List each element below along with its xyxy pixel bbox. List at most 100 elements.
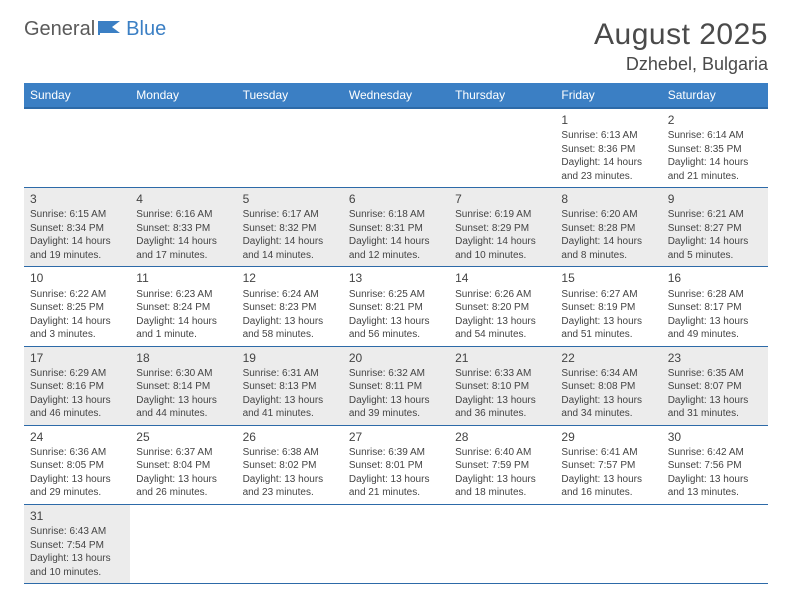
day-detail-line: and 21 minutes.	[668, 170, 762, 184]
weekday-header: Wednesday	[343, 83, 449, 108]
calendar-day-cell	[237, 504, 343, 583]
calendar-day-cell: 1Sunrise: 6:13 AMSunset: 8:36 PMDaylight…	[555, 108, 661, 188]
day-detail-line: Daylight: 13 hours	[136, 394, 230, 408]
calendar-day-cell: 6Sunrise: 6:18 AMSunset: 8:31 PMDaylight…	[343, 188, 449, 267]
calendar-day-cell: 22Sunrise: 6:34 AMSunset: 8:08 PMDayligh…	[555, 346, 661, 425]
day-detail-line: Sunset: 8:29 PM	[455, 222, 549, 236]
day-detail-line: and 51 minutes.	[561, 328, 655, 342]
calendar-day-cell: 18Sunrise: 6:30 AMSunset: 8:14 PMDayligh…	[130, 346, 236, 425]
calendar-day-cell: 17Sunrise: 6:29 AMSunset: 8:16 PMDayligh…	[24, 346, 130, 425]
day-detail-line: and 56 minutes.	[349, 328, 443, 342]
day-detail-line: Sunrise: 6:24 AM	[243, 288, 337, 302]
title-block: August 2025 Dzhebel, Bulgaria	[594, 18, 768, 75]
calendar-week-row: 1Sunrise: 6:13 AMSunset: 8:36 PMDaylight…	[24, 108, 768, 188]
location: Dzhebel, Bulgaria	[594, 54, 768, 75]
day-detail-line: Sunset: 8:14 PM	[136, 380, 230, 394]
day-number: 22	[561, 350, 655, 366]
day-detail-line: Daylight: 13 hours	[455, 473, 549, 487]
day-detail-line: Sunset: 7:57 PM	[561, 459, 655, 473]
day-detail-line: Sunset: 8:19 PM	[561, 301, 655, 315]
day-detail-line: Sunset: 8:13 PM	[243, 380, 337, 394]
day-number: 3	[30, 191, 124, 207]
day-detail-line: Sunrise: 6:32 AM	[349, 367, 443, 381]
day-detail-line: Sunrise: 6:22 AM	[30, 288, 124, 302]
day-detail-line: Sunset: 8:23 PM	[243, 301, 337, 315]
calendar-day-cell: 31Sunrise: 6:43 AMSunset: 7:54 PMDayligh…	[24, 504, 130, 583]
calendar-day-cell: 19Sunrise: 6:31 AMSunset: 8:13 PMDayligh…	[237, 346, 343, 425]
day-number: 20	[349, 350, 443, 366]
calendar-day-cell	[237, 108, 343, 188]
day-number: 2	[668, 112, 762, 128]
calendar-day-cell	[24, 108, 130, 188]
day-detail-line: Daylight: 14 hours	[668, 235, 762, 249]
day-number: 26	[243, 429, 337, 445]
weekday-header: Friday	[555, 83, 661, 108]
day-detail-line: Sunrise: 6:23 AM	[136, 288, 230, 302]
day-detail-line: Sunrise: 6:35 AM	[668, 367, 762, 381]
day-detail-line: Sunset: 8:16 PM	[30, 380, 124, 394]
calendar-day-cell: 8Sunrise: 6:20 AMSunset: 8:28 PMDaylight…	[555, 188, 661, 267]
calendar-week-row: 24Sunrise: 6:36 AMSunset: 8:05 PMDayligh…	[24, 425, 768, 504]
day-detail-line: Daylight: 14 hours	[561, 156, 655, 170]
day-detail-line: Sunrise: 6:21 AM	[668, 208, 762, 222]
day-detail-line: and 8 minutes.	[561, 249, 655, 263]
calendar-day-cell	[343, 108, 449, 188]
day-detail-line: Daylight: 14 hours	[455, 235, 549, 249]
day-number: 28	[455, 429, 549, 445]
day-number: 25	[136, 429, 230, 445]
day-number: 15	[561, 270, 655, 286]
day-detail-line: Sunset: 8:34 PM	[30, 222, 124, 236]
day-number: 12	[243, 270, 337, 286]
day-number: 16	[668, 270, 762, 286]
day-detail-line: and 5 minutes.	[668, 249, 762, 263]
day-detail-line: and 18 minutes.	[455, 486, 549, 500]
day-detail-line: Sunset: 8:02 PM	[243, 459, 337, 473]
calendar-day-cell	[130, 504, 236, 583]
day-detail-line: Daylight: 13 hours	[136, 473, 230, 487]
day-detail-line: Sunset: 8:04 PM	[136, 459, 230, 473]
day-detail-line: and 16 minutes.	[561, 486, 655, 500]
day-number: 17	[30, 350, 124, 366]
calendar-day-cell: 24Sunrise: 6:36 AMSunset: 8:05 PMDayligh…	[24, 425, 130, 504]
flag-icon	[98, 18, 124, 41]
day-detail-line: and 26 minutes.	[136, 486, 230, 500]
day-detail-line: and 58 minutes.	[243, 328, 337, 342]
calendar-day-cell: 28Sunrise: 6:40 AMSunset: 7:59 PMDayligh…	[449, 425, 555, 504]
day-detail-line: Daylight: 14 hours	[668, 156, 762, 170]
weekday-header: Saturday	[662, 83, 768, 108]
day-detail-line: and 23 minutes.	[243, 486, 337, 500]
weekday-header: Thursday	[449, 83, 555, 108]
day-number: 29	[561, 429, 655, 445]
logo-text-blue: Blue	[126, 18, 166, 41]
day-number: 7	[455, 191, 549, 207]
day-number: 4	[136, 191, 230, 207]
day-detail-line: Daylight: 13 hours	[455, 315, 549, 329]
day-detail-line: Sunset: 8:32 PM	[243, 222, 337, 236]
day-detail-line: and 36 minutes.	[455, 407, 549, 421]
day-detail-line: and 29 minutes.	[30, 486, 124, 500]
calendar-week-row: 31Sunrise: 6:43 AMSunset: 7:54 PMDayligh…	[24, 504, 768, 583]
day-detail-line: and 54 minutes.	[455, 328, 549, 342]
day-detail-line: Sunrise: 6:37 AM	[136, 446, 230, 460]
calendar-week-row: 10Sunrise: 6:22 AMSunset: 8:25 PMDayligh…	[24, 267, 768, 346]
day-number: 30	[668, 429, 762, 445]
day-detail-line: Sunrise: 6:17 AM	[243, 208, 337, 222]
calendar-day-cell	[555, 504, 661, 583]
day-detail-line: Daylight: 13 hours	[668, 473, 762, 487]
weekday-header: Sunday	[24, 83, 130, 108]
day-detail-line: Sunrise: 6:34 AM	[561, 367, 655, 381]
day-detail-line: and 23 minutes.	[561, 170, 655, 184]
day-detail-line: Sunset: 8:31 PM	[349, 222, 443, 236]
weekday-header: Tuesday	[237, 83, 343, 108]
day-detail-line: Sunrise: 6:33 AM	[455, 367, 549, 381]
calendar-day-cell: 21Sunrise: 6:33 AMSunset: 8:10 PMDayligh…	[449, 346, 555, 425]
day-detail-line: and 1 minute.	[136, 328, 230, 342]
calendar-day-cell: 20Sunrise: 6:32 AMSunset: 8:11 PMDayligh…	[343, 346, 449, 425]
day-detail-line: Sunset: 8:11 PM	[349, 380, 443, 394]
day-detail-line: Daylight: 14 hours	[561, 235, 655, 249]
day-detail-line: Sunrise: 6:36 AM	[30, 446, 124, 460]
day-detail-line: Sunrise: 6:38 AM	[243, 446, 337, 460]
calendar-day-cell: 11Sunrise: 6:23 AMSunset: 8:24 PMDayligh…	[130, 267, 236, 346]
day-detail-line: Daylight: 13 hours	[243, 473, 337, 487]
day-detail-line: and 10 minutes.	[455, 249, 549, 263]
